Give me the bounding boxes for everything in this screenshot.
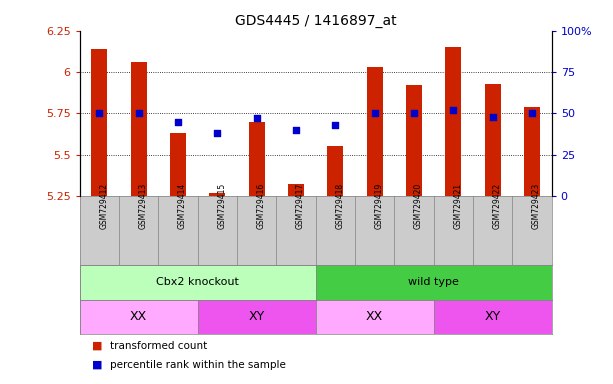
Text: GSM729418: GSM729418 bbox=[335, 183, 345, 229]
Point bbox=[370, 110, 379, 116]
Bar bbox=[288, 184, 304, 196]
Point bbox=[213, 130, 223, 136]
Text: Cbx2 knockout: Cbx2 knockout bbox=[156, 277, 239, 287]
Text: XY: XY bbox=[484, 310, 501, 323]
Point bbox=[488, 114, 498, 120]
Bar bbox=[316, 265, 552, 300]
Text: ■: ■ bbox=[92, 360, 102, 370]
Bar bbox=[131, 62, 147, 196]
Text: GSM729413: GSM729413 bbox=[139, 183, 148, 229]
Point bbox=[291, 127, 301, 133]
Text: XY: XY bbox=[248, 310, 265, 323]
Text: GSM729415: GSM729415 bbox=[218, 183, 226, 229]
Bar bbox=[91, 49, 107, 196]
Point bbox=[330, 122, 340, 128]
Text: wild type: wild type bbox=[408, 277, 459, 287]
Point bbox=[173, 119, 183, 125]
Bar bbox=[446, 47, 461, 196]
Bar bbox=[80, 265, 316, 300]
Text: percentile rank within the sample: percentile rank within the sample bbox=[110, 360, 286, 370]
Text: GSM729420: GSM729420 bbox=[414, 183, 423, 229]
Bar bbox=[434, 300, 552, 334]
Bar bbox=[327, 146, 343, 196]
Bar bbox=[249, 121, 265, 196]
Point bbox=[252, 115, 262, 121]
Bar bbox=[170, 133, 186, 196]
Text: GSM729417: GSM729417 bbox=[296, 183, 305, 229]
Bar bbox=[485, 84, 501, 196]
Text: GSM729412: GSM729412 bbox=[99, 183, 109, 229]
Point bbox=[409, 110, 419, 116]
Text: XX: XX bbox=[366, 310, 383, 323]
Text: XX: XX bbox=[130, 310, 147, 323]
Bar bbox=[80, 300, 197, 334]
Text: GSM729422: GSM729422 bbox=[493, 183, 501, 229]
Text: GSM729416: GSM729416 bbox=[257, 183, 265, 229]
Bar bbox=[210, 192, 225, 196]
Point bbox=[527, 110, 537, 116]
Text: transformed count: transformed count bbox=[110, 341, 208, 351]
Bar bbox=[524, 107, 540, 196]
Point bbox=[134, 110, 143, 116]
Text: ■: ■ bbox=[92, 341, 102, 351]
Text: GSM729421: GSM729421 bbox=[454, 183, 462, 229]
Bar bbox=[406, 85, 422, 196]
Point bbox=[94, 110, 104, 116]
Bar bbox=[316, 300, 434, 334]
Point bbox=[449, 107, 459, 113]
Text: GSM729423: GSM729423 bbox=[532, 183, 541, 229]
Bar bbox=[367, 67, 383, 196]
Text: GSM729419: GSM729419 bbox=[375, 183, 384, 229]
Bar bbox=[197, 300, 316, 334]
Text: GSM729414: GSM729414 bbox=[178, 183, 187, 229]
Title: GDS4445 / 1416897_at: GDS4445 / 1416897_at bbox=[235, 14, 397, 28]
